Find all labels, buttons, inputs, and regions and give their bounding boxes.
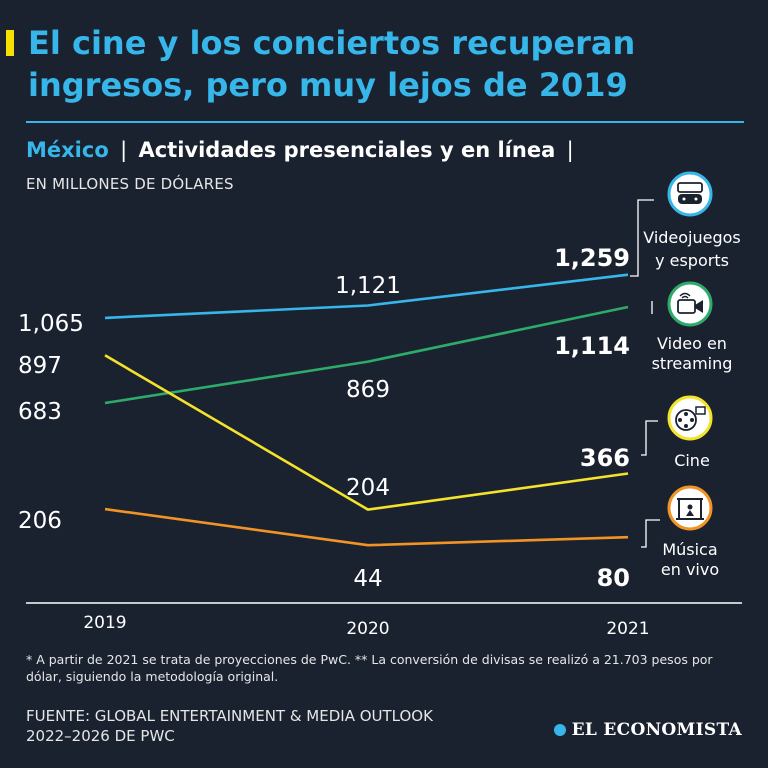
legend-videojuegos-line2: y esports [655, 251, 729, 270]
page-title: El cine y los conciertos recuperan ingre… [28, 24, 636, 104]
x-tick-label-2020: 2020 [346, 619, 389, 639]
videojuegos-connector [630, 199, 654, 277]
series-line-videojuegos [104, 273, 629, 320]
subtitle-text: Actividades presenciales y en línea [138, 138, 556, 162]
legend-videojuegos-line1: Videojuegos [643, 228, 741, 247]
footnote: * A partir de 2021 se trata de proyeccio… [26, 652, 713, 684]
x-tick-label-2019: 2019 [83, 613, 126, 633]
value-label-videojuegos-2019: 1,065 [18, 311, 84, 337]
series-line-musica [104, 507, 629, 547]
film-reel-icon [667, 395, 713, 441]
legend-musica-line1: Música [662, 540, 717, 559]
concert-stage-icon [667, 485, 713, 531]
title-divider [26, 121, 744, 123]
musica-connector [641, 519, 660, 548]
value-label-videojuegos-2020: 1,121 [335, 273, 401, 299]
legend-musica-line2: en vivo [661, 560, 719, 579]
brand-logo: EL ECONOMISTA [553, 720, 742, 740]
series-line-cine [104, 354, 629, 511]
value-label-musica-2019: 206 [18, 508, 62, 534]
legend-streaming-line1: Video en [657, 334, 727, 353]
value-label-streaming-2021: 1,114 [554, 332, 630, 360]
legend-cine: Cine [674, 451, 710, 470]
chart-subtitle: México | Actividades presenciales y en l… [26, 138, 578, 162]
value-label-streaming-2019: 683 [18, 399, 62, 425]
value-label-videojuegos-2021: 1,259 [554, 244, 630, 272]
series-line-streaming [104, 305, 629, 405]
legend-streaming-line2: streaming [652, 354, 733, 373]
subtitle-separator-2: | [566, 138, 574, 162]
units-label: EN MILLONES DE DÓLARES [26, 175, 234, 193]
title-accent-bar [6, 30, 14, 56]
subtitle-separator-1: | [120, 138, 128, 162]
value-label-musica-2020: 44 [353, 566, 382, 592]
value-label-cine-2021: 366 [580, 444, 630, 472]
value-label-musica-2021: 80 [597, 564, 630, 592]
game-console-icon [667, 171, 713, 217]
value-label-streaming-2020: 869 [346, 377, 390, 403]
country-label: México [26, 138, 109, 162]
cine-connector [641, 420, 658, 456]
brand-mark-icon [553, 724, 566, 736]
brand-name: EL ECONOMISTA [571, 720, 742, 740]
video-camera-icon [667, 281, 713, 327]
value-label-cine-2020: 204 [346, 475, 390, 501]
x-tick-label-2021: 2021 [606, 619, 649, 639]
source-credit: FUENTE: GLOBAL ENTERTAINMENT & MEDIA OUT… [26, 707, 433, 745]
value-label-cine-2019: 897 [18, 353, 62, 379]
